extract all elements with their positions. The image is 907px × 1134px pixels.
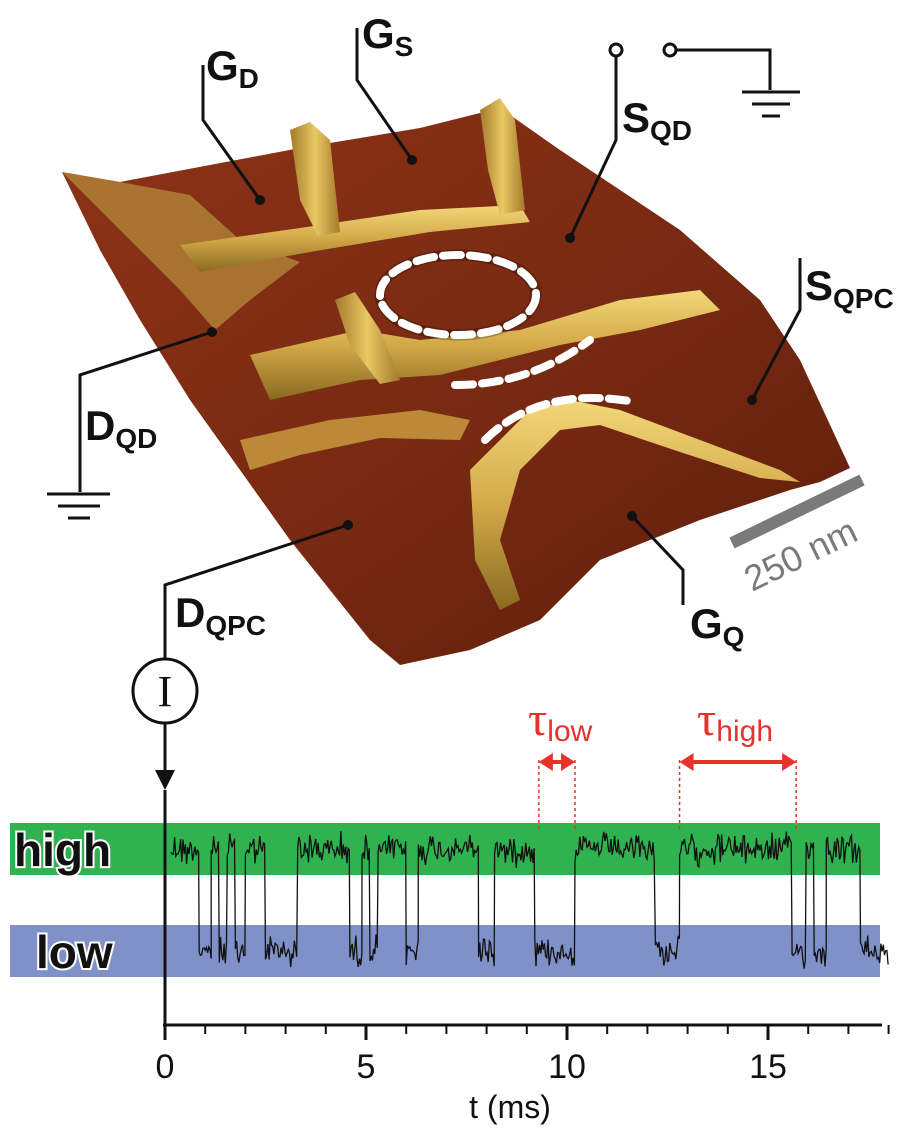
x-axis-title: t (ms) [469,1089,551,1125]
label-s-qpc: SQPC [805,262,894,314]
telegraph-trace [170,831,889,969]
label-g-d-sub: D [239,63,259,94]
terminal-s-qd [608,42,624,58]
leader-s-qd [568,55,618,239]
leader-g-d [201,65,262,201]
scale-bar-line [729,474,865,549]
ridge-gq-v [470,400,800,610]
dot-d-qd [207,327,217,337]
trace-chart: high low 0 5 10 15 t (ms) [10,753,890,1125]
x-tick-label: 15 [749,1048,787,1086]
dot-g-q [627,511,637,521]
label-g-s-sub: S [395,31,414,62]
leader-g-s [355,28,414,161]
tau-high-label: τhigh [697,693,773,748]
label-d-qd-sub: QD [115,423,157,454]
tau-arrow-head [679,753,694,771]
surface-upper-left-slope [62,172,300,330]
band-label-low: low [36,926,113,978]
label-s-qd: SQD [622,94,692,146]
label-s-qpc-sub: QPC [833,283,894,314]
tau-arrow-head [561,753,576,771]
ridge-gd-finger [290,122,340,236]
qpc-lower-arc [481,393,639,444]
qpc-upper-arc [451,336,594,389]
tau-arrow-head [782,753,797,771]
high-band [10,823,880,875]
terminal-ground-top [662,42,678,58]
ridge-middle-finger [335,292,400,384]
label-d-qd: DQD [85,402,157,454]
trace-layer [170,831,889,969]
x-tick-label: 10 [548,1048,586,1086]
scale-bar-label: 250 nm [738,510,864,599]
ridge-lower-left [240,410,470,470]
label-g-d: GD [206,42,259,94]
ridge-top-bar [180,205,530,272]
dot-s-qpc [747,395,757,405]
x-tick-label: 5 [357,1048,376,1086]
leader-d-qd [78,330,213,492]
tau-arrow-head [538,753,553,771]
band-label-high: high [14,824,111,876]
ridge-middle-bar [250,290,720,400]
label-d-qpc: DQPC [175,589,266,641]
leader-lines [47,28,802,772]
wire-ground-top [676,48,772,90]
quantum-dot-ellipse-dashed [376,251,540,339]
device-labels: GD GS SQD SQPC DQD DQPC GQ I [85,10,894,716]
x-tick-label: 0 [156,1048,175,1086]
ridge-gs-finger [480,98,525,215]
label-g-q: GQ [690,600,744,652]
tau-low-sub: low [547,715,592,748]
tau-high-sub: high [716,715,773,748]
tau-low-label: τlow [528,693,593,748]
label-s-qd-sub: QD [650,115,692,146]
leader-s-qpc [750,258,802,401]
leader-d-qpc [163,523,349,660]
leader-g-q [630,514,685,605]
dot-d-qpc [343,520,353,530]
dot-g-d [255,195,265,205]
tick-layer: 0 5 10 15 [156,1025,890,1086]
annotation-layer [538,753,797,830]
label-g-s: GS [362,10,413,62]
ammeter-symbol: I [158,667,173,716]
qd-dot-outline [374,249,639,444]
label-d-qpc-sub: QPC [205,610,266,641]
label-g-q-sub: Q [723,621,745,652]
dot-s-qd [565,233,575,243]
current-arrow-head [155,770,175,790]
low-band [10,925,880,977]
dot-g-s [407,155,417,165]
